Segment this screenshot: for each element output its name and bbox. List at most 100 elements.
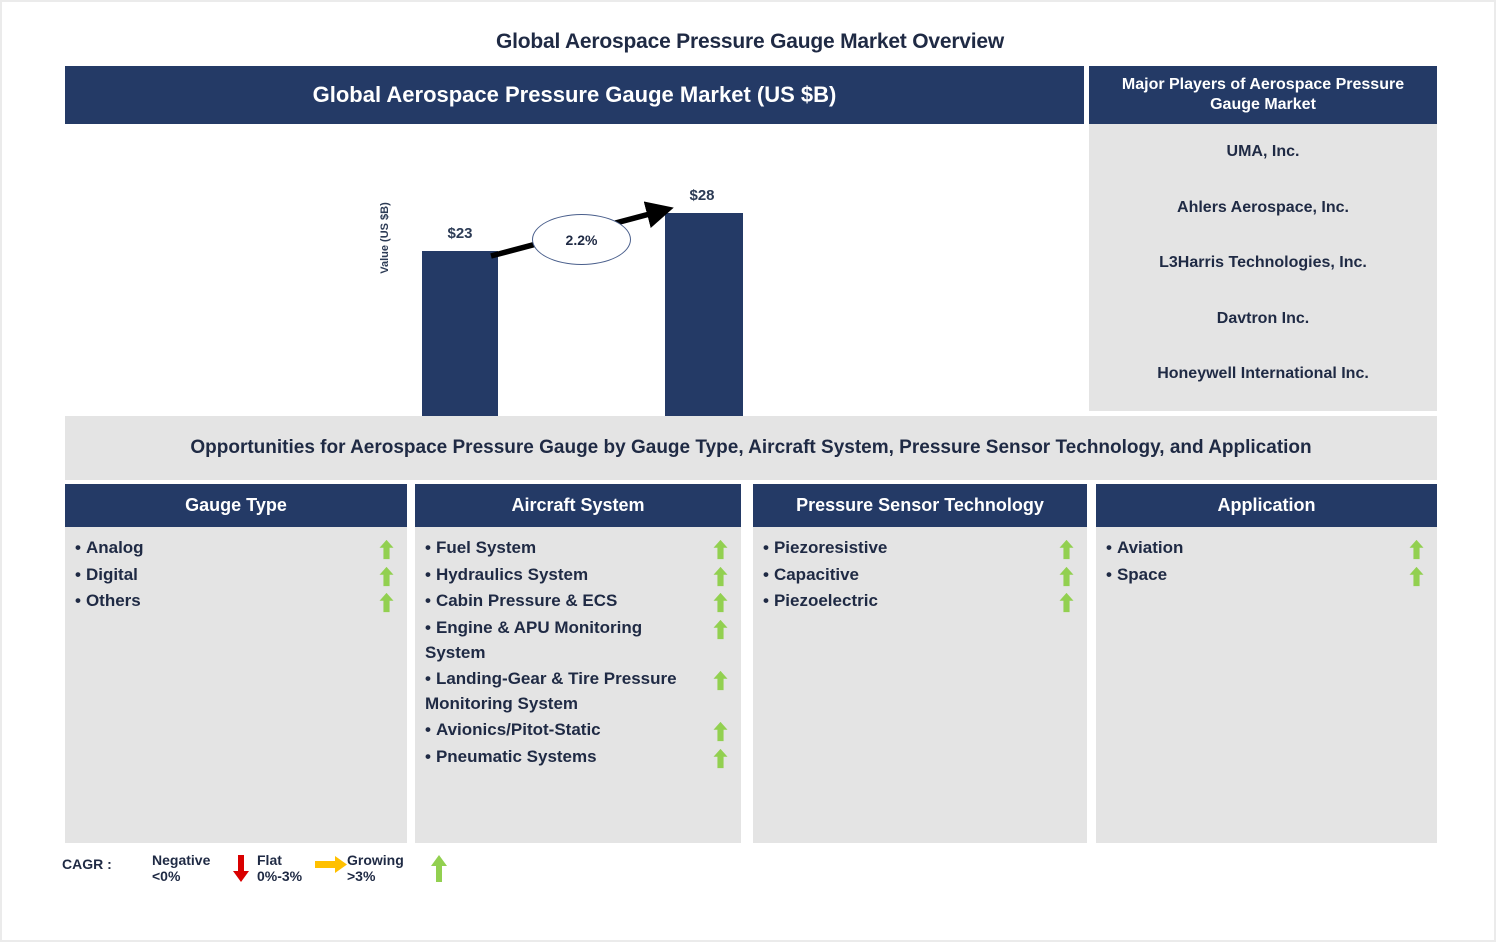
bullet-icon: • (75, 564, 81, 584)
arrow-up-green-icon (371, 563, 401, 587)
list-item: • Digital (71, 563, 401, 588)
list-item: • Landing-Gear & Tire Pressure Monitoring… (421, 667, 735, 716)
bar-value-2026: $23 (447, 225, 473, 242)
arrow-up-green-icon (705, 536, 735, 560)
segment-header: Application (1096, 484, 1437, 527)
list-item-label: • Digital (75, 564, 138, 584)
arrow-right-orange-icon (315, 856, 347, 873)
bar-2026 (422, 251, 498, 423)
bullet-icon: • (425, 747, 431, 767)
list-item: UMA, Inc. (1226, 143, 1300, 160)
arrow-up-green-icon (705, 589, 735, 613)
bullet-icon: • (1106, 564, 1112, 584)
bar-chart: Value (US $B) $23 $28 2026 2035 2.2% Sou… (65, 124, 1084, 468)
page-title: Global Aerospace Pressure Gauge Market O… (495, 30, 1005, 53)
bullet-icon: • (425, 617, 431, 637)
y-axis-label: Value (US $B) (379, 202, 391, 274)
list-item-label: • Space (1106, 564, 1168, 584)
major-players-list: UMA, Inc. Ahlers Aerospace, Inc. L3Harri… (1089, 124, 1437, 411)
segment-column-pressure-sensor-technology: Pressure Sensor Technology • Piezoresisti… (753, 484, 1087, 843)
bullet-icon: • (425, 591, 431, 611)
list-item: Honeywell International Inc. (1157, 365, 1369, 383)
arrow-up-green-icon (705, 718, 735, 742)
bullet-icon: • (425, 538, 431, 557)
arrow-up-green-icon (1051, 536, 1081, 560)
list-item-label: • Hydraulics System (425, 564, 589, 584)
segment-column-gauge-type: Gauge Type • Analog • Digital • Others (65, 484, 407, 843)
segment-items: • Fuel System • Hydraulics System • Cabin Pre… (415, 527, 741, 770)
arrow-up-green-icon (705, 563, 735, 587)
chart-title-bar: Global Aerospace Pressure Gauge Market (… (65, 66, 1084, 124)
list-item: L3Harris Technologies, Inc. (1159, 254, 1367, 272)
list-item-label: • Landing-Gear & Tire Pressure Monitoring… (425, 669, 677, 713)
cagr-legend-flat: Flat 0%-3% (257, 852, 302, 884)
bullet-icon: • (1106, 538, 1112, 557)
arrow-up-green-icon (705, 667, 735, 691)
bullet-icon: • (75, 591, 81, 611)
arrow-up-green-icon (1401, 563, 1431, 587)
segment-items: • Piezoresistive • Capacitive • Piezoelectric (753, 527, 1087, 614)
cagr-callout: 2.2% (532, 214, 631, 265)
list-item-label: • Cabin Pressure & ECS (425, 591, 618, 611)
market-chart-panel: Global Aerospace Pressure Gauge Market (… (65, 66, 1084, 468)
list-item-label: • Piezoresistive (763, 538, 888, 557)
list-item-label: • Aviation (1106, 538, 1184, 557)
cagr-legend-flat-name: Flat (257, 852, 282, 868)
segment-column-application: Application • Aviation • Space (1096, 484, 1437, 843)
arrow-up-green-icon (371, 589, 401, 613)
list-item: • Piezoresistive (759, 536, 1081, 561)
arrow-up-green-icon (371, 536, 401, 560)
arrow-up-green-icon (1051, 563, 1081, 587)
list-item-label: • Avionics/Pitot-Static (425, 720, 601, 740)
cagr-legend-negative-name: Negative (152, 852, 211, 868)
segment-header: Pressure Sensor Technology (753, 484, 1087, 527)
arrow-up-green-icon (705, 745, 735, 769)
list-item-label: • Pneumatic Systems (425, 747, 597, 767)
list-item: • Fuel System (421, 536, 735, 561)
bar-2035 (665, 213, 743, 423)
list-item: • Space (1102, 563, 1431, 588)
cagr-legend-label: CAGR : (62, 856, 112, 872)
arrow-up-green-icon (1051, 589, 1081, 613)
cagr-legend-negative: Negative <0% (152, 852, 210, 884)
list-item: Ahlers Aerospace, Inc. (1177, 198, 1349, 216)
cagr-legend-flat-range: 0%-3% (257, 868, 303, 884)
major-players-panel: Major Players of Aerospace Pressure Gaug… (1089, 66, 1437, 411)
list-item: • Engine & APU Monitoring System (421, 616, 735, 665)
list-item-label: • Piezoelectric (763, 591, 878, 611)
list-item-label: • Analog (75, 538, 144, 557)
opportunities-banner: Opportunities for Aerospace Pressure Gau… (65, 416, 1437, 480)
list-item: • Aviation (1102, 536, 1431, 561)
list-item-label: • Fuel System (425, 538, 537, 557)
bullet-icon: • (425, 669, 431, 689)
list-item: • Avionics/Pitot-Static (421, 718, 735, 743)
bullet-icon: • (75, 538, 81, 557)
cagr-legend-negative-range: <0% (152, 868, 181, 884)
list-item: • Analog (71, 536, 401, 561)
arrow-up-green-icon (705, 616, 735, 640)
bullet-icon: • (425, 564, 431, 584)
arrow-down-red-icon (233, 855, 249, 882)
list-item-label: • Capacitive (763, 564, 859, 584)
list-item: • Piezoelectric (759, 589, 1081, 614)
bullet-icon: • (425, 720, 431, 740)
list-item-label: • Others (75, 591, 141, 611)
list-item: • Others (71, 589, 401, 614)
segment-column-aircraft-system: Aircraft System • Fuel System • Hydraulics … (415, 484, 741, 843)
list-item: • Hydraulics System (421, 563, 735, 588)
arrow-up-green-icon (431, 855, 447, 882)
bullet-icon: • (763, 564, 769, 584)
cagr-legend-growing: Growing >3% (347, 852, 404, 884)
segment-header: Aircraft System (415, 484, 741, 527)
arrow-up-green-icon (1401, 536, 1431, 560)
bullet-icon: • (763, 591, 769, 611)
bar-value-2035: $28 (689, 187, 715, 204)
cagr-legend-growing-range: >3% (347, 868, 376, 884)
list-item-label: • Engine & APU Monitoring System (425, 617, 643, 662)
segment-header: Gauge Type (65, 484, 407, 527)
segment-items: • Analog • Digital • Others (65, 527, 407, 614)
major-players-title: Major Players of Aerospace Pressure Gaug… (1089, 66, 1437, 124)
list-item: • Capacitive (759, 563, 1081, 588)
cagr-legend: CAGR : Negative <0% Flat 0%-3% Growing >… (62, 852, 492, 908)
